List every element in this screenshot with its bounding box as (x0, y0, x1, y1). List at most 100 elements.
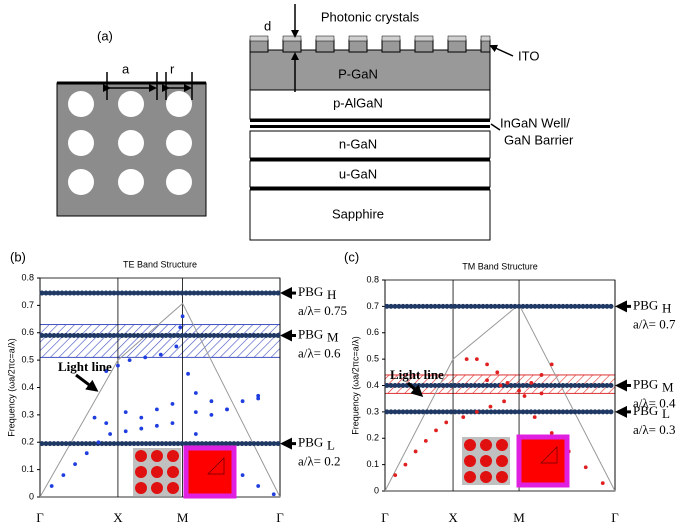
pbg-ratio: a/λ= 0.6 (298, 345, 341, 360)
panel-a: (a) a r (57, 28, 206, 216)
tooth (283, 40, 301, 52)
data-point (523, 394, 527, 398)
y-tick-label: 0.1 (366, 459, 379, 469)
pbg-ratio: a/λ= 0.3 (633, 422, 676, 437)
data-point (155, 408, 159, 412)
y-tick-label: 0.4 (21, 382, 34, 392)
data-point (210, 413, 214, 417)
data-point (256, 397, 260, 401)
pbg-sub: H (327, 287, 336, 302)
chart-title: TM Band Structure (462, 261, 538, 271)
data-point (61, 473, 65, 477)
data-point (171, 421, 175, 425)
data-point (93, 416, 97, 420)
pbg-label: PBG (298, 435, 323, 450)
data-point (181, 314, 185, 318)
layer-label: p-AlGaN (333, 95, 383, 110)
data-point (461, 415, 465, 419)
inset-rod (480, 455, 492, 467)
pbg-label: PBG (633, 403, 658, 418)
ito (283, 36, 301, 41)
chart: (c)TM Band StructureFrequency (ωa/2πc=a/… (344, 249, 676, 525)
y-axis-label: Frequency (ωa/2πc=a/λ) (6, 338, 16, 437)
data-point (186, 372, 190, 376)
ito (382, 36, 400, 41)
data-point (434, 428, 438, 432)
pbg-sub: L (327, 438, 335, 453)
y-tick-label: 0.6 (21, 327, 34, 337)
holes (68, 91, 192, 195)
inset-rod (480, 439, 492, 451)
data-point (393, 473, 397, 477)
data-point (506, 381, 510, 385)
inset-rod (167, 466, 179, 478)
y-tick-label: 0.4 (366, 380, 379, 390)
pbg-label: PBG (633, 376, 658, 391)
y-axis-label: Frequency (ωa/2πc=a/λ) (350, 336, 360, 435)
chart: (b)TE Band StructureFrequency (ωa/2πc=a/… (6, 249, 347, 525)
data-point (550, 363, 554, 367)
data-point (601, 481, 605, 485)
inset-rod (480, 471, 492, 483)
well-label: GaN Barrier (504, 132, 574, 147)
pbg-label: PBG (298, 284, 323, 299)
data-point (499, 384, 503, 388)
data-point (174, 345, 178, 349)
data-point (489, 405, 493, 409)
x-tick-label: X (448, 510, 458, 525)
x-tick-label: X (113, 510, 123, 525)
tooth (415, 40, 433, 52)
structure: Photonic crystals d P-GaN p-AlGaN n-GaN … (250, 4, 574, 240)
data-point (584, 465, 588, 469)
inset-rod (135, 482, 147, 494)
data-point (225, 408, 229, 412)
inset-rod (496, 471, 508, 483)
layer-label: u-GaN (339, 166, 377, 181)
y-tick-label: 0.2 (21, 437, 34, 447)
pbg-label: PBG (298, 326, 323, 341)
dim-r: r (170, 61, 175, 76)
data-point (529, 381, 533, 385)
data-point (85, 451, 89, 455)
well-label: InGaN Well/ (500, 115, 570, 130)
data-point (116, 364, 120, 368)
data-point (73, 462, 77, 466)
data-point (50, 484, 54, 488)
y-tick-label: 0.3 (21, 409, 34, 419)
data-point (155, 424, 159, 428)
ito (448, 36, 466, 41)
data-point (540, 392, 544, 396)
x-tick-label: Γ (381, 510, 389, 525)
data-point (444, 421, 448, 425)
ito-label: ITO (518, 48, 539, 63)
data-point (178, 325, 182, 329)
data-point (404, 463, 408, 467)
data-point (533, 415, 537, 419)
data-point (139, 416, 143, 420)
data-point (128, 358, 132, 362)
data-point (108, 432, 112, 436)
light-line-arrow (76, 375, 96, 390)
x-tick-label: Γ (611, 510, 619, 525)
data-point (194, 432, 198, 436)
inset-rod (496, 455, 508, 467)
data-point (485, 363, 489, 367)
data-point (139, 427, 143, 431)
panel-label: (b) (10, 249, 26, 264)
data-point (495, 370, 499, 374)
structure-title: Photonic crystals (321, 9, 420, 24)
arrow (491, 124, 500, 130)
arrow (491, 46, 513, 56)
data-point (272, 492, 276, 496)
data-point (194, 391, 198, 395)
light-line-label: Light line (390, 367, 444, 382)
data-point (124, 410, 128, 414)
ito (250, 36, 268, 41)
x-tick-label: M (177, 510, 189, 525)
data-point (159, 353, 163, 357)
y-tick-label: 0.5 (366, 354, 379, 364)
ito (349, 36, 367, 41)
inset-rod (464, 455, 476, 467)
y-tick-label: 0.7 (366, 301, 379, 311)
data-point (104, 421, 108, 425)
